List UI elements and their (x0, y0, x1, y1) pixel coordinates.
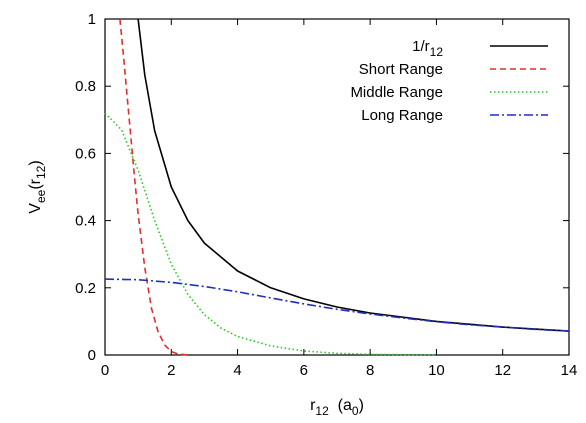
plot-frame (104, 18, 570, 356)
series-line-short-range (119, 18, 188, 356)
series-lines (104, 18, 570, 356)
legend-label: Middle Range (350, 84, 443, 101)
x-tick-label: 0 (101, 362, 109, 379)
y-tick-label: 0.8 (75, 78, 96, 95)
legend-label: 1/r12 (412, 38, 443, 59)
legend-label: Long Range (361, 107, 443, 124)
y-tick-label: 0.6 (75, 145, 96, 162)
x-tick-label: 8 (366, 362, 374, 379)
x-tick-label: 4 (233, 362, 241, 379)
y-tick-label: 1 (88, 11, 96, 28)
x-tick-label: 10 (428, 362, 445, 379)
x-tick-label: 2 (167, 362, 175, 379)
y-axis-label: Vee(r12) (27, 160, 48, 213)
legend-label: Short Range (359, 61, 443, 78)
x-tick-label: 12 (494, 362, 511, 379)
series-line-long-range (104, 278, 570, 332)
x-axis-label: r12 (a0) (310, 397, 364, 418)
y-tick-label: 0.2 (75, 280, 96, 297)
y-tick-label: 0.4 (75, 213, 96, 230)
legend: 1/r12 Short Range Middle Range Long Range (350, 38, 548, 124)
y-tick-label: 0 (88, 347, 96, 364)
ticks: 0 2 4 6 8 10 12 14 0 0.2 0.4 0.6 0.8 1 (75, 11, 577, 379)
x-tick-label: 6 (300, 362, 308, 379)
series-line-1-r12 (137, 18, 570, 332)
x-tick-label: 14 (561, 362, 578, 379)
series-line-middle-range (104, 112, 437, 356)
